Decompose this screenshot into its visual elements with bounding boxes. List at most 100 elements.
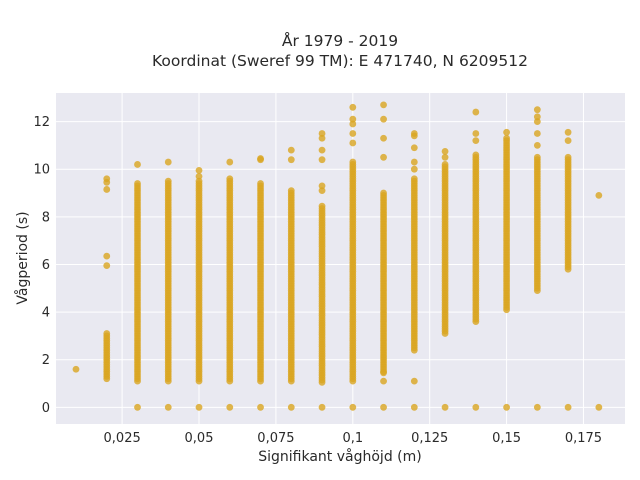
data-point bbox=[380, 403, 387, 411]
data-point bbox=[349, 115, 357, 123]
data-point bbox=[257, 155, 264, 162]
data-point bbox=[472, 403, 480, 411]
y-tick-label: 6 bbox=[42, 258, 50, 273]
data-point bbox=[380, 189, 387, 197]
x-tick-label: 0,05 bbox=[185, 431, 214, 446]
data-point bbox=[318, 202, 326, 210]
data-point bbox=[380, 377, 387, 385]
data-point bbox=[318, 146, 326, 154]
data-point bbox=[472, 137, 480, 145]
data-point bbox=[503, 403, 510, 411]
data-point bbox=[564, 403, 572, 411]
data-point bbox=[564, 137, 572, 145]
data-point bbox=[533, 141, 541, 149]
chart-subtitle: Koordinat (Sweref 99 TM): E 471740, N 62… bbox=[152, 52, 528, 70]
x-tick-label: 0,15 bbox=[492, 431, 521, 446]
data-point bbox=[318, 403, 326, 411]
data-point bbox=[410, 377, 418, 385]
data-point bbox=[257, 403, 264, 411]
data-point bbox=[164, 177, 172, 185]
y-axis-ticks: 0 2 4 6 8 10 12 bbox=[33, 115, 50, 416]
data-point bbox=[318, 130, 326, 137]
data-point bbox=[287, 146, 295, 154]
x-tick-label: 0,125 bbox=[411, 431, 448, 446]
y-tick-label: 4 bbox=[42, 306, 50, 321]
x-tick-label: 0,025 bbox=[104, 431, 141, 446]
x-axis-ticks: 0,025 0,05 0,075 0,1 0,125 0,15 0,175 bbox=[104, 431, 603, 446]
data-point bbox=[349, 139, 357, 147]
data-point bbox=[349, 120, 357, 128]
plot-area bbox=[56, 93, 625, 424]
data-point bbox=[533, 113, 541, 121]
data-point bbox=[441, 403, 449, 411]
data-point bbox=[595, 403, 603, 411]
x-tick-label: 0,175 bbox=[565, 431, 602, 446]
data-point bbox=[441, 153, 449, 161]
data-point bbox=[134, 161, 141, 168]
data-point bbox=[533, 118, 541, 125]
y-axis-label: Vågperiod (s) bbox=[14, 211, 31, 304]
data-point bbox=[226, 158, 234, 166]
data-point bbox=[564, 128, 572, 136]
data-point bbox=[410, 403, 418, 411]
data-point bbox=[287, 403, 295, 411]
data-point bbox=[134, 180, 141, 187]
data-point bbox=[287, 187, 295, 195]
data-point bbox=[318, 156, 326, 164]
x-axis-label: Signifikant våghöjd (m) bbox=[258, 448, 421, 465]
data-point bbox=[595, 191, 603, 199]
x-tick-label: 0,075 bbox=[257, 431, 294, 446]
data-point bbox=[380, 101, 387, 109]
data-point bbox=[349, 130, 357, 137]
data-point bbox=[287, 156, 295, 164]
data-point bbox=[318, 182, 326, 190]
x-tick-label: 0,1 bbox=[342, 431, 363, 446]
data-point bbox=[472, 130, 480, 137]
data-point bbox=[410, 144, 418, 152]
data-point bbox=[226, 403, 234, 411]
data-point bbox=[503, 128, 510, 136]
data-point bbox=[195, 177, 203, 185]
data-point bbox=[318, 134, 326, 142]
data-point bbox=[103, 175, 111, 183]
data-point bbox=[380, 369, 387, 377]
data-point bbox=[349, 158, 357, 166]
y-tick-label: 8 bbox=[42, 210, 50, 225]
data-point bbox=[72, 365, 80, 373]
data-point bbox=[533, 403, 541, 411]
data-point bbox=[164, 403, 172, 411]
data-point bbox=[134, 403, 141, 411]
data-point bbox=[533, 153, 541, 161]
data-point bbox=[533, 106, 541, 114]
data-point bbox=[380, 115, 387, 123]
data-point bbox=[195, 166, 203, 174]
data-point bbox=[533, 130, 541, 137]
data-point bbox=[103, 186, 111, 193]
data-point bbox=[410, 130, 418, 137]
data-point bbox=[164, 158, 172, 166]
data-point bbox=[441, 161, 449, 168]
data-point bbox=[380, 134, 387, 142]
data-point bbox=[410, 158, 418, 166]
data-point bbox=[103, 330, 111, 337]
data-point bbox=[472, 108, 480, 116]
data-point bbox=[226, 175, 234, 183]
data-point bbox=[103, 252, 111, 260]
y-tick-label: 10 bbox=[33, 163, 50, 178]
y-tick-label: 0 bbox=[42, 401, 50, 416]
y-tick-label: 12 bbox=[33, 115, 50, 130]
data-point bbox=[318, 187, 326, 195]
data-points bbox=[72, 101, 603, 411]
data-point bbox=[195, 172, 203, 180]
data-point bbox=[103, 262, 111, 270]
data-point bbox=[257, 180, 264, 187]
data-point bbox=[195, 403, 203, 411]
data-point bbox=[349, 103, 357, 111]
grid-lines bbox=[56, 93, 625, 424]
data-point bbox=[410, 165, 418, 173]
data-point bbox=[564, 153, 572, 161]
data-point bbox=[441, 147, 449, 155]
data-point bbox=[503, 134, 510, 142]
data-point bbox=[472, 151, 480, 159]
